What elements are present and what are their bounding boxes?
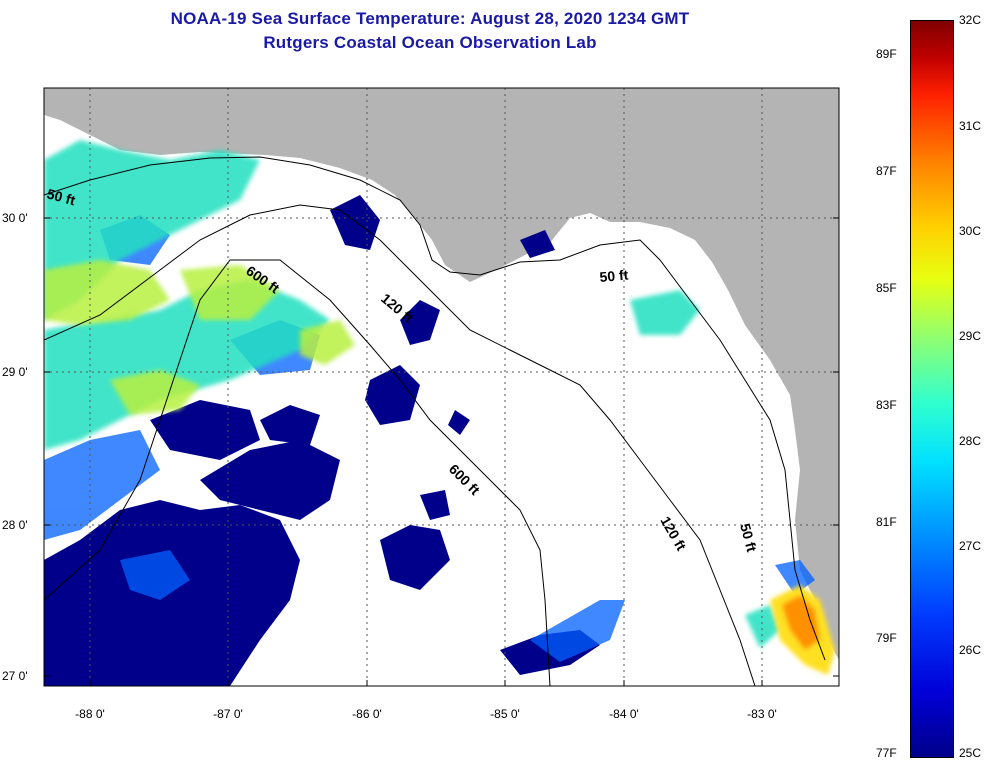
lon-label: -87 0': [213, 707, 243, 720]
lat-ticks: [44, 217, 839, 677]
lon-ticks: [89, 680, 763, 686]
colorbar-f-label: 79F: [876, 631, 897, 645]
bathymetry-contours: [44, 156, 826, 686]
lon-label: -83 0': [747, 707, 777, 720]
sst-map: 50 ft 600 ft 120 ft 50 ft 600 ft 120 ft …: [2, 87, 840, 720]
colorbar-f-label: 85F: [876, 281, 897, 295]
lat-label: 27 0': [2, 669, 28, 683]
colorbar-f-label: 77F: [876, 746, 897, 760]
contour-label: 50 ft: [45, 185, 77, 208]
lat-label: 30 0': [2, 211, 28, 225]
map-title: NOAA-19 Sea Surface Temperature: August …: [170, 9, 690, 28]
colorbar-c-label: 32C: [959, 13, 982, 27]
lon-label: -85 0': [490, 707, 520, 720]
map-frame: [43, 87, 840, 687]
lat-label: 28 0': [2, 518, 28, 532]
lon-label: -88 0': [75, 707, 105, 720]
temperature-colorbar: [910, 20, 954, 758]
sst-warm-patches: [44, 260, 355, 415]
sst-hot-spot: [770, 585, 835, 675]
colorbar-f-label: 83F: [876, 398, 897, 412]
colorbar-c-label: 31C: [959, 119, 982, 133]
lat-label: 29 0': [2, 365, 28, 379]
sst-cold-patches: [44, 195, 600, 686]
contour-label: 50 ft: [599, 267, 629, 285]
map-subtitle: Rutgers Coastal Ocean Observation Lab: [263, 33, 597, 52]
colorbar-c-label: 25C: [959, 746, 982, 760]
contour-50ft-west: [44, 156, 826, 661]
lon-label: -84 0': [609, 707, 639, 720]
contour-120ft: [44, 204, 756, 686]
colorbar-f-label: 87F: [876, 164, 897, 178]
colorbar-c-label: 26C: [959, 643, 982, 657]
colorbar-f-label: 81F: [876, 515, 897, 529]
colorbar-c-label: 29C: [959, 329, 982, 343]
contour-600ft: [44, 259, 551, 686]
colorbar-c-label: 27C: [959, 539, 982, 553]
colorbar-c-label: 30C: [959, 224, 982, 238]
lon-label: -86 0': [352, 707, 382, 720]
land-mass: [44, 88, 839, 660]
graticule: [44, 88, 839, 686]
colorbar-c-label: 28C: [959, 434, 982, 448]
colorbar-f-label: 89F: [876, 47, 897, 61]
contour-label: 50 ft: [737, 522, 760, 554]
